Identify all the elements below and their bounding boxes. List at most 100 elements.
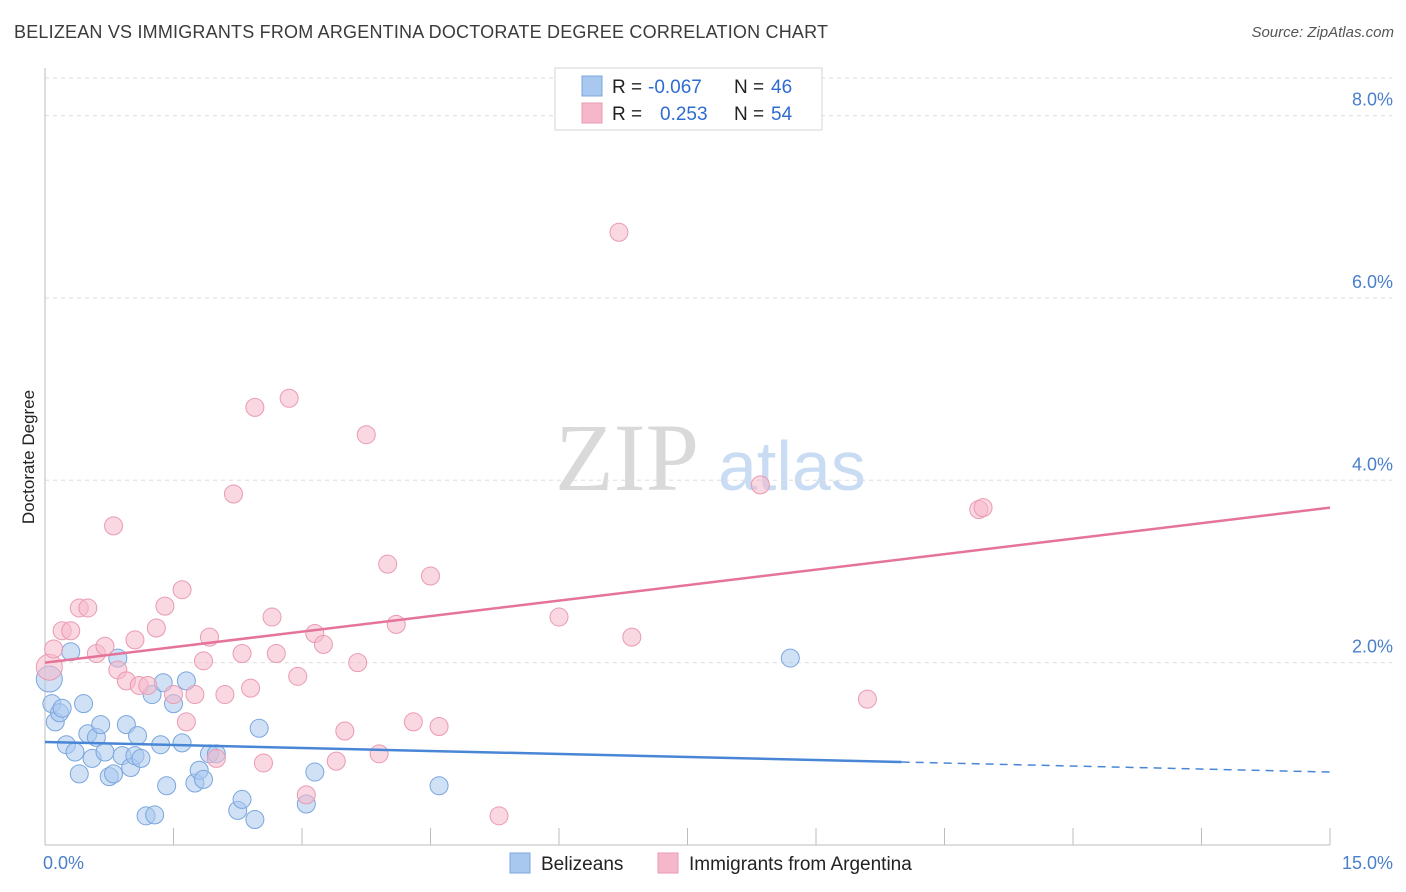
argentina-point-37 (335, 721, 355, 741)
argentina-point-39 (356, 425, 376, 445)
axes: 2.0% 4.0% 6.0% 8.0% 0.0% 15.0% (43, 68, 1393, 873)
argentina-point-45 (429, 716, 449, 736)
x-tick-label-0: 0.0% (43, 853, 84, 873)
legend-n-value-2: 54 (771, 104, 793, 125)
belizeans-point-9 (74, 694, 94, 714)
argentina-point-26 (241, 678, 261, 698)
argentina-point-1 (44, 639, 64, 659)
argentina-point-29 (262, 607, 282, 627)
watermark-atlas: atlas (718, 427, 866, 505)
belizeans-point-8 (69, 764, 89, 784)
argentina-point-50 (750, 475, 770, 495)
argentina-point-53 (973, 498, 993, 518)
bottom-legend-label-argentina: Immigrants from Argentina (689, 854, 912, 875)
argentina-point-44 (421, 566, 440, 586)
belizeans-point-44 (429, 776, 449, 796)
argentina-point-24 (223, 484, 243, 504)
belizeans-trend-line (44, 740, 902, 764)
argentina-point-31 (279, 388, 299, 408)
argentina-points (35, 222, 993, 826)
bottom-legend-swatch-blue (509, 852, 531, 874)
argentina-point-51 (857, 689, 877, 709)
belizeans-point-26 (145, 805, 165, 825)
belizeans-points (35, 642, 800, 829)
argentina-point-8 (104, 516, 124, 536)
belizeans-point-22 (128, 726, 148, 746)
x-tick-label-1: 15.0% (1342, 853, 1393, 873)
argentina-point-11 (125, 630, 145, 650)
y-tick-label-2: 6.0% (1352, 272, 1393, 292)
argentina-point-3 (61, 621, 81, 641)
legend-r-value-2: 0.253 (660, 104, 708, 125)
argentina-point-36 (326, 751, 346, 771)
argentina-point-48 (609, 222, 629, 242)
watermark-zip: ZIP (555, 404, 699, 511)
argentina-point-22 (206, 748, 226, 768)
y-tick-label-3: 8.0% (1352, 90, 1393, 110)
belizeans-point-7 (65, 742, 85, 762)
argentina-point-35 (313, 634, 333, 654)
argentina-point-32 (288, 666, 308, 686)
legend-n-value-1: 46 (771, 77, 792, 98)
y-tick-label-1: 4.0% (1352, 454, 1393, 474)
chart-title: BELIZEAN VS IMMIGRANTS FROM ARGENTINA DO… (14, 22, 829, 42)
argentina-point-42 (386, 614, 406, 634)
belizeans-point-40 (245, 809, 265, 829)
source-label: Source: ZipAtlas.com (1251, 24, 1394, 41)
legend-swatch-blue (581, 75, 603, 97)
belizeans-point-31 (172, 733, 192, 753)
legend-n-label-1: N = (734, 77, 764, 98)
belizeans-point-29 (157, 776, 177, 796)
belizeans-point-35 (193, 769, 213, 789)
bottom-legend-swatch-pink (657, 852, 679, 874)
argentina-point-33 (296, 785, 316, 805)
argentina-point-41 (378, 554, 398, 574)
argentina-point-0 (35, 653, 63, 681)
legend-r-value-1: -0.067 (648, 77, 702, 98)
argentina-point-19 (185, 685, 205, 705)
argentina-point-23 (215, 685, 235, 705)
argentina-point-7 (95, 636, 115, 656)
belizeans-point-43 (305, 762, 325, 782)
belizeans-point-39 (232, 789, 252, 809)
y-tick-label-0: 2.0% (1352, 637, 1393, 657)
legend-swatch-pink (581, 102, 603, 124)
argentina-point-17 (172, 580, 192, 600)
argentina-point-49 (622, 627, 642, 647)
trend-lines (44, 506, 1331, 773)
argentina-point-46 (489, 806, 509, 826)
argentina-point-14 (146, 618, 166, 638)
argentina-point-38 (348, 653, 368, 673)
belizeans-point-16 (104, 764, 124, 784)
belizeans-point-32 (176, 671, 196, 691)
argentina-point-13 (138, 675, 158, 695)
argentina-point-28 (253, 753, 273, 773)
argentina-point-40 (369, 744, 389, 764)
argentina-point-5 (78, 598, 98, 618)
argentina-point-15 (155, 596, 175, 616)
y-axis-label: Doctorate Degree (19, 390, 38, 524)
argentina-point-27 (245, 397, 265, 417)
correlation-legend: R = -0.067 N = 46 R = 0.253 N = 54 (554, 67, 823, 131)
argentina-point-18 (176, 712, 196, 732)
series-legend: Belizeans Immigrants from Argentina (509, 852, 912, 875)
belizeans-point-14 (95, 742, 115, 762)
argentina-point-25 (232, 644, 252, 664)
argentina-point-43 (403, 712, 423, 732)
legend-r-label-1: R = (612, 77, 642, 98)
argentina-trend-line (44, 506, 1331, 664)
argentina-point-16 (164, 685, 183, 705)
belizeans-trend-extension (901, 761, 1331, 773)
bottom-legend-label-belizeans: Belizeans (541, 854, 623, 875)
belizeans-point-13 (91, 715, 111, 735)
grid-lines (45, 77, 1392, 664)
belizeans-point-4 (52, 698, 72, 718)
argentina-point-30 (266, 644, 286, 664)
legend-n-label-2: N = (734, 104, 764, 125)
belizeans-point-23 (131, 748, 151, 768)
belizeans-point-41 (249, 718, 269, 738)
belizeans-point-45 (780, 648, 800, 668)
legend-r-label-2: R = (612, 104, 642, 125)
argentina-point-20 (193, 651, 213, 671)
